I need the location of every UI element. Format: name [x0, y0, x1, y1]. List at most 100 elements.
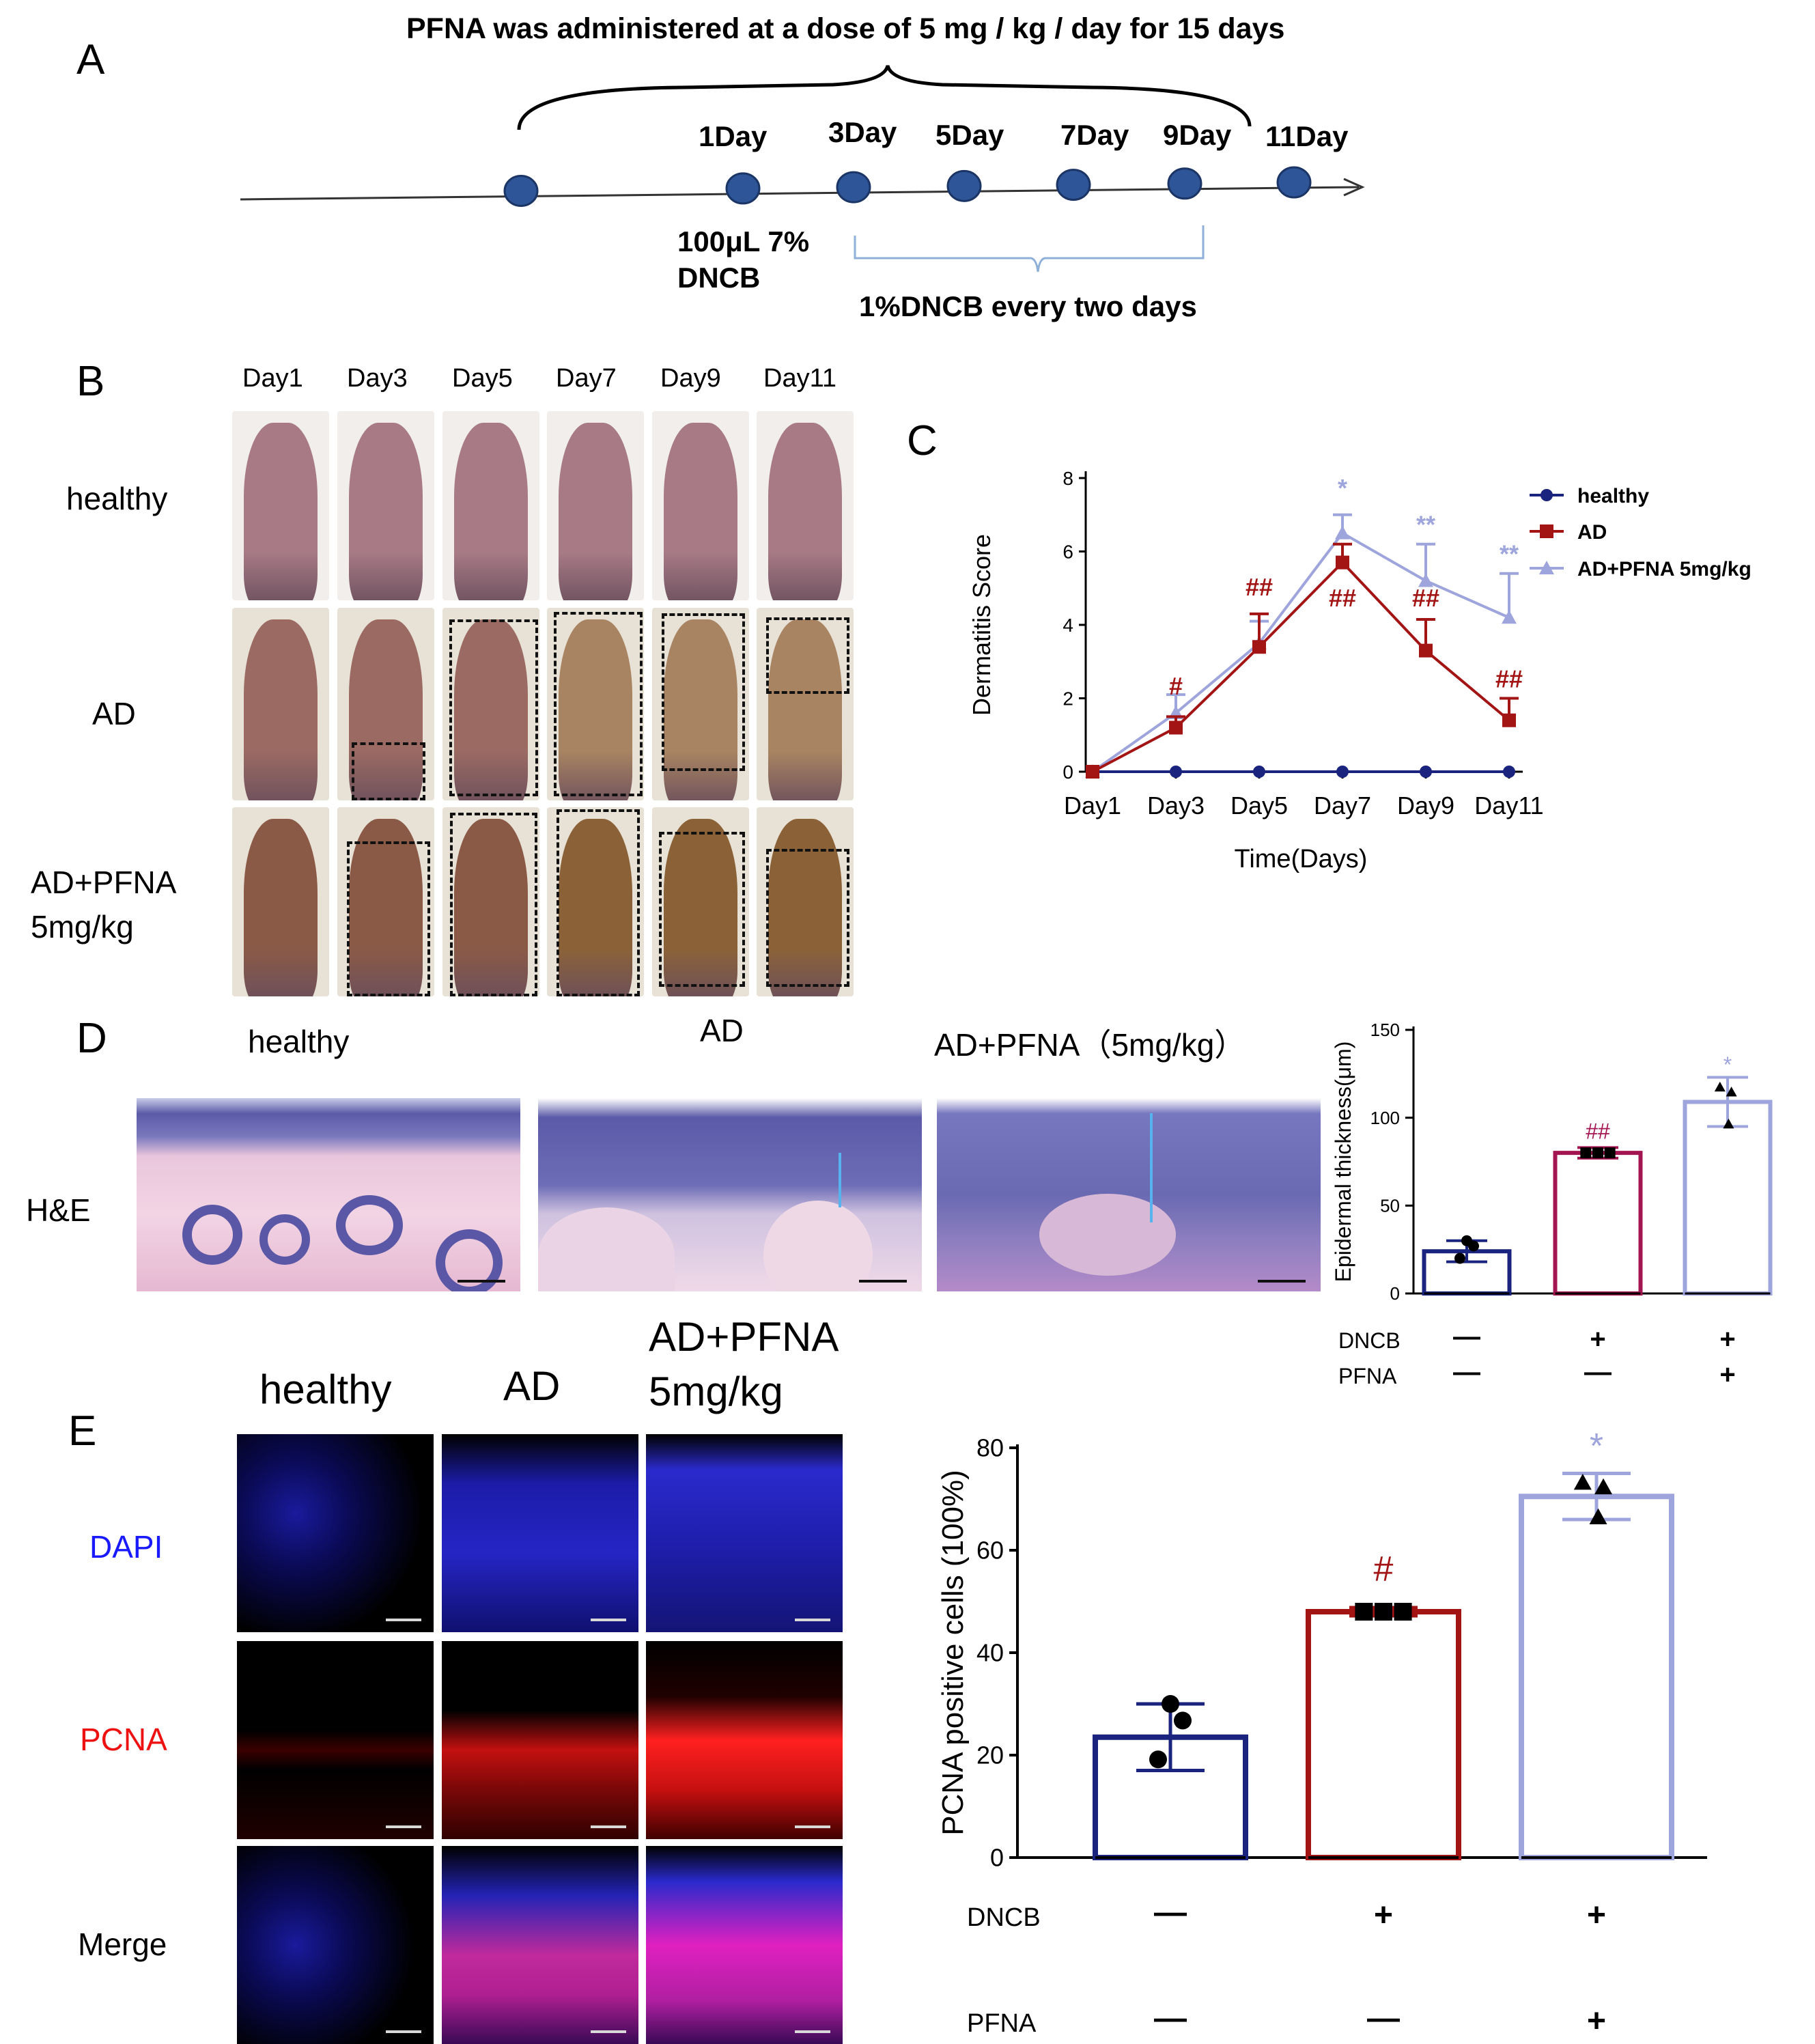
he-title-healthy: healthy — [248, 1024, 350, 1059]
treatment-row-label: PFNA — [1338, 1364, 1397, 1388]
he-image-healthy — [137, 1098, 520, 1291]
mouse-skin — [349, 619, 423, 800]
he-title-ad: AD — [700, 1013, 744, 1048]
mouse-skin — [559, 818, 632, 996]
legend-marker — [1539, 561, 1554, 574]
mouse-skin — [768, 619, 842, 800]
replicate-point — [1726, 1087, 1737, 1097]
series-2 — [1085, 513, 1519, 778]
scale-bar — [795, 1619, 830, 1621]
mouse-photo-healthy-day9 — [652, 411, 749, 600]
bar-AD+PFNA — [1683, 1100, 1773, 1296]
treatment-mark: + — [1587, 1897, 1606, 1933]
fluor-col-pfna-line1: AD+PFNA — [649, 1314, 839, 1360]
treatment-row-label: DNCB — [967, 1903, 1041, 1932]
treatment-mark: + — [1719, 1324, 1735, 1354]
replicate-point — [1592, 1147, 1603, 1159]
fluor-image-merge-ad — [442, 1846, 638, 2044]
fluor-row-dapi: DAPI — [89, 1529, 163, 1565]
treatment-mark: — — [1154, 1894, 1187, 1931]
mouse-skin — [664, 422, 737, 600]
significance-mark: ## — [1495, 664, 1523, 692]
bar-AD — [1306, 1609, 1461, 1860]
replicate-point — [1723, 1118, 1734, 1129]
legend-marker — [1540, 524, 1553, 538]
data-point — [1503, 766, 1515, 778]
mouse-photo-ad-day1 — [232, 608, 329, 800]
lesion-box — [449, 619, 539, 796]
mouse-photo-ad-day5 — [442, 608, 539, 800]
mouse-photo-ad-day11 — [757, 608, 854, 800]
treatment-row-label: PFNA — [967, 2009, 1037, 2037]
replicate-point — [1454, 1252, 1465, 1264]
timeline-dot-1 — [725, 172, 761, 205]
mouse-skin — [768, 818, 842, 996]
treatment-mark: + — [1587, 2003, 1606, 2037]
legend-label: AD — [1577, 521, 1607, 544]
mouse-photo-pfna-day7 — [547, 807, 644, 996]
timeline-dot-4 — [1056, 169, 1091, 201]
mouse-skin — [454, 818, 528, 996]
y-axis-label: Dermatitis Score — [968, 534, 996, 716]
replicate-point — [1149, 1750, 1167, 1769]
lesion-box — [352, 742, 425, 800]
mouse-photo-ad-day7 — [547, 608, 644, 800]
mouse-photo-pfna-day5 — [442, 807, 539, 996]
significance-mark: * — [1338, 474, 1347, 502]
y-tick-label: 60 — [976, 1537, 1004, 1565]
timeline-arrowhead — [1343, 178, 1365, 197]
scale-bar — [795, 2030, 830, 2033]
significance-mark: ## — [1412, 584, 1439, 612]
data-point — [1336, 766, 1349, 778]
panel-a-letter: A — [76, 36, 105, 83]
data-point — [1420, 766, 1432, 778]
significance-mark: # — [1374, 1550, 1394, 1589]
y-tick-label: 0 — [990, 1844, 1004, 1872]
timeline-dots — [503, 166, 1312, 207]
x-tick-label: Day1 — [1064, 792, 1121, 820]
panel-b-col-day7: Day7 — [556, 364, 617, 393]
fluor-image-merge-pfna — [646, 1846, 843, 2044]
significance-mark: ** — [1416, 511, 1435, 539]
day-label-7: 7Day — [1060, 119, 1129, 151]
panel-b-col-day1: Day1 — [242, 364, 303, 393]
series-1 — [1086, 542, 1519, 779]
y-axis-label: Epidermal thickness(μm) — [1332, 1041, 1355, 1283]
x-axis-label: Time(Days) — [1235, 845, 1368, 873]
fluor-col-pfna-line2: 5mg/kg — [649, 1369, 783, 1414]
legend-label: AD+PFNA 5mg/kg — [1577, 558, 1751, 580]
y-tick-label: 0 — [1390, 1283, 1400, 1304]
panel-e-letter: E — [68, 1408, 97, 1455]
panel-b-row-ad: AD — [92, 696, 136, 731]
mouse-skin — [454, 619, 528, 800]
treatment-mark: — — [1453, 1321, 1480, 1352]
lesion-box — [557, 809, 640, 996]
replicate-point — [1714, 1081, 1726, 1092]
y-tick-label: 4 — [1063, 615, 1073, 636]
day-label-11: 11Day — [1265, 120, 1349, 152]
fluor-row-pcna: PCNA — [80, 1722, 167, 1757]
replicate-point — [1594, 1478, 1613, 1495]
fluor-image-pcna-ad — [442, 1641, 638, 1839]
mouse-photo-healthy-day3 — [337, 411, 434, 600]
data-point — [1253, 766, 1265, 778]
y-tick-label: 150 — [1370, 1020, 1400, 1040]
he-image-pfna — [937, 1098, 1321, 1291]
mouse-skin — [559, 422, 632, 600]
data-point — [1086, 765, 1099, 779]
mouse-photo-ad-day9 — [652, 608, 749, 800]
panel-b-col-day5: Day5 — [452, 364, 513, 393]
dosing-brace — [517, 65, 1252, 130]
day-label-9: 9Day — [1163, 119, 1232, 151]
bar-AD — [1553, 1151, 1643, 1296]
fluor-image-dapi-healthy — [237, 1434, 434, 1632]
timeline-dot-5 — [1167, 167, 1202, 200]
panel-b-col-day9: Day9 — [660, 364, 721, 393]
panel-d-letter: D — [76, 1015, 107, 1062]
panel-b-row-healthy: healthy — [66, 481, 168, 516]
treatment-mark: + — [1590, 1324, 1605, 1354]
mouse-photo-healthy-day5 — [442, 411, 539, 600]
panel-b-col-day3: Day3 — [347, 364, 408, 393]
scale-bar — [591, 1825, 626, 1828]
